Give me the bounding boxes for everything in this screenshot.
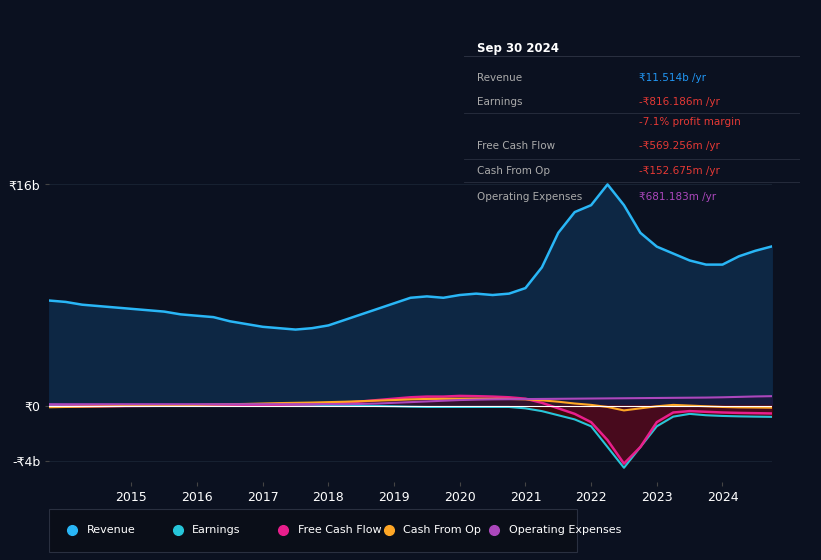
Text: -₹152.675m /yr: -₹152.675m /yr	[639, 166, 720, 176]
Text: Earnings: Earnings	[192, 525, 241, 535]
Text: -7.1% profit margin: -7.1% profit margin	[639, 117, 741, 127]
Text: Operating Expenses: Operating Expenses	[477, 192, 583, 202]
Text: Free Cash Flow: Free Cash Flow	[477, 141, 556, 151]
Text: -₹569.256m /yr: -₹569.256m /yr	[639, 141, 720, 151]
Bar	[49, 509, 576, 552]
Text: ₹681.183m /yr: ₹681.183m /yr	[639, 192, 716, 202]
Text: Revenue: Revenue	[87, 525, 135, 535]
Text: -₹816.186m /yr: -₹816.186m /yr	[639, 97, 720, 107]
Text: Earnings: Earnings	[477, 97, 523, 107]
Text: Operating Expenses: Operating Expenses	[509, 525, 621, 535]
Text: Sep 30 2024: Sep 30 2024	[477, 43, 559, 55]
Text: Cash From Op: Cash From Op	[477, 166, 550, 176]
Text: Cash From Op: Cash From Op	[403, 525, 481, 535]
Text: Free Cash Flow: Free Cash Flow	[298, 525, 382, 535]
Text: ₹11.514b /yr: ₹11.514b /yr	[639, 73, 706, 83]
Text: Revenue: Revenue	[477, 73, 522, 83]
